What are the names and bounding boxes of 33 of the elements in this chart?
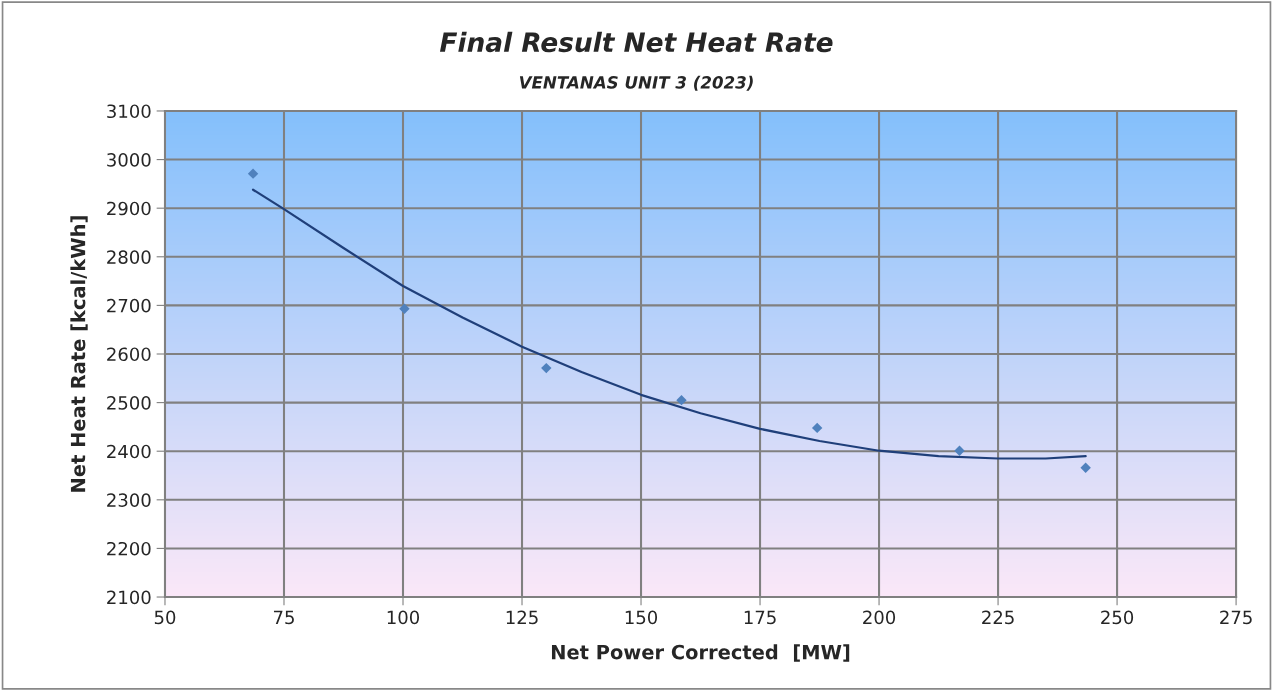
point [811, 422, 823, 434]
point [247, 168, 259, 179]
point [676, 394, 687, 406]
x-axis-title: Net Power Corrected [MW] [551, 644, 850, 662]
y-tick-label: 2500 [107, 396, 151, 410]
y-tick-label: 2200 [107, 541, 151, 556]
y-tick-label: 2300 [107, 493, 151, 507]
x-tick-label: 150 [625, 610, 658, 625]
chart-title: Final Result Net Heat Rate [439, 31, 833, 53]
x-tick-label: 175 [744, 610, 776, 625]
point [399, 303, 410, 314]
y-tick-label: 2100 [107, 590, 151, 605]
chart-subtitle: VENTANAS UNIT 3 (2023) [519, 75, 753, 91]
y-tick-label: 2800 [107, 250, 151, 264]
y-tick-label: 2600 [107, 347, 151, 362]
point [954, 445, 965, 456]
x-tick-label: 275 [1220, 610, 1252, 625]
x-tick-label: 50 [154, 610, 176, 625]
y-tick-label: 3000 [107, 153, 151, 167]
x-tick-label: 200 [863, 610, 896, 625]
line-series [251, 188, 1087, 460]
point [541, 362, 552, 374]
x-tick-label: 225 [982, 610, 1014, 625]
x-tick-label: 100 [387, 610, 420, 625]
y-tick-label: 2700 [107, 298, 151, 313]
point [1080, 462, 1091, 473]
x-tick-label: 75 [273, 610, 294, 625]
y-tick-label: 2400 [107, 444, 151, 459]
y-axis-title: Net Heat Rate [kcal/kWh] [70, 216, 88, 492]
y-tick-label: 3100 [107, 104, 151, 119]
y-tick-label: 2900 [107, 201, 151, 216]
x-tick-label: 250 [1101, 610, 1134, 625]
x-tick-label: 125 [506, 610, 538, 625]
